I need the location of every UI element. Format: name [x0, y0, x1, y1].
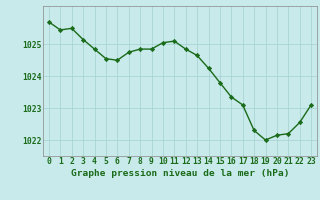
X-axis label: Graphe pression niveau de la mer (hPa): Graphe pression niveau de la mer (hPa): [71, 169, 289, 178]
